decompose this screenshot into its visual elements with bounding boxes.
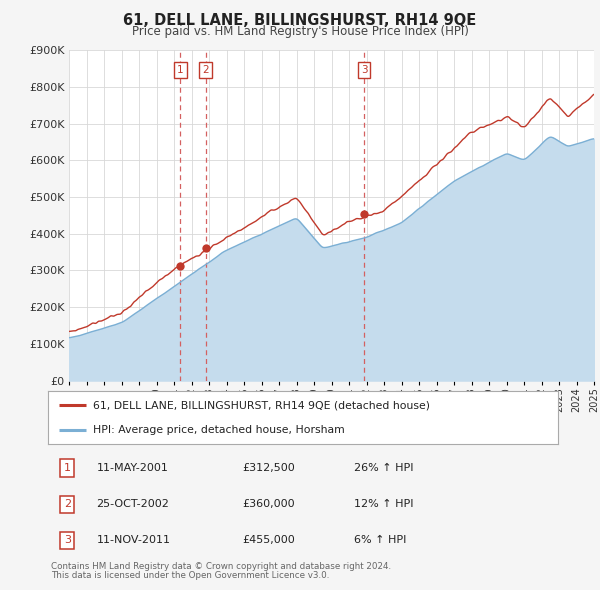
- Text: Contains HM Land Registry data © Crown copyright and database right 2024.: Contains HM Land Registry data © Crown c…: [51, 562, 391, 571]
- Text: 11-MAY-2001: 11-MAY-2001: [97, 463, 169, 473]
- Text: 2: 2: [202, 65, 209, 76]
- Text: £360,000: £360,000: [242, 499, 295, 509]
- Text: 3: 3: [64, 535, 71, 545]
- Text: 26% ↑ HPI: 26% ↑ HPI: [354, 463, 413, 473]
- Text: 61, DELL LANE, BILLINGSHURST, RH14 9QE (detached house): 61, DELL LANE, BILLINGSHURST, RH14 9QE (…: [93, 401, 430, 411]
- Text: 6% ↑ HPI: 6% ↑ HPI: [354, 535, 406, 545]
- Text: 1: 1: [64, 463, 71, 473]
- Text: 25-OCT-2002: 25-OCT-2002: [97, 499, 169, 509]
- Text: Price paid vs. HM Land Registry's House Price Index (HPI): Price paid vs. HM Land Registry's House …: [131, 25, 469, 38]
- Text: HPI: Average price, detached house, Horsham: HPI: Average price, detached house, Hors…: [93, 425, 344, 435]
- Text: This data is licensed under the Open Government Licence v3.0.: This data is licensed under the Open Gov…: [51, 571, 329, 579]
- Text: 12% ↑ HPI: 12% ↑ HPI: [354, 499, 413, 509]
- Text: 3: 3: [361, 65, 367, 76]
- Text: 2: 2: [64, 499, 71, 509]
- Text: £312,500: £312,500: [242, 463, 295, 473]
- Text: 11-NOV-2011: 11-NOV-2011: [97, 535, 170, 545]
- Text: 61, DELL LANE, BILLINGSHURST, RH14 9QE: 61, DELL LANE, BILLINGSHURST, RH14 9QE: [124, 13, 476, 28]
- Text: £455,000: £455,000: [242, 535, 295, 545]
- Text: 1: 1: [177, 65, 184, 76]
